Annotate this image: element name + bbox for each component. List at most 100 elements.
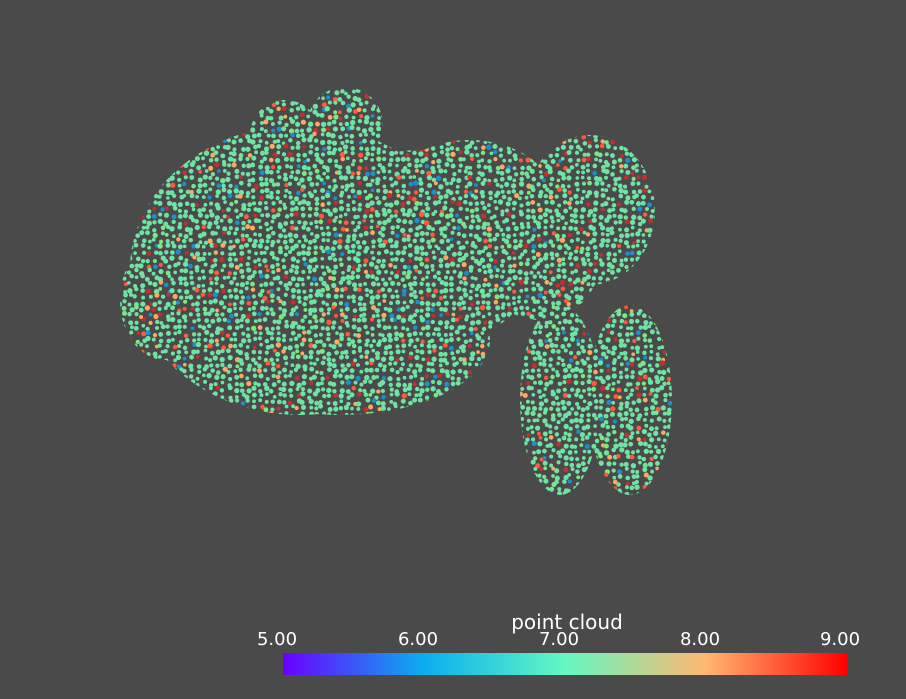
point [549,251,555,257]
point [326,332,331,337]
point [154,292,160,298]
point [158,250,163,256]
point [325,293,332,299]
point [228,425,233,431]
point [430,379,436,384]
point [669,107,672,112]
point [356,318,362,323]
point [246,300,252,306]
point [505,201,511,207]
point [514,333,519,338]
point [426,170,432,176]
point [284,404,289,409]
point [400,306,406,312]
point [282,393,287,398]
point [656,330,661,335]
point [531,249,536,254]
point [649,251,656,257]
point [390,183,395,188]
point [400,88,405,93]
point [221,187,227,193]
point [482,103,487,108]
point [536,373,542,378]
point [476,249,482,255]
point [479,392,485,397]
point [365,171,370,177]
point [252,414,257,419]
point [343,314,348,320]
point [302,144,306,149]
point [135,256,141,262]
point [287,249,293,255]
point [359,146,364,151]
point [380,225,386,232]
point [567,255,572,261]
point [163,349,168,354]
point [182,356,187,361]
point [548,144,553,149]
point [666,201,671,206]
point [270,95,275,100]
point [451,102,456,107]
point [442,417,448,423]
point [504,238,510,245]
point [275,91,281,96]
point [222,230,227,235]
point [195,195,199,199]
point [126,270,132,275]
point [382,195,387,201]
point [266,299,271,304]
point [356,107,362,113]
point [215,370,221,375]
point [535,425,541,431]
point [506,243,512,249]
point [154,419,160,425]
point [308,398,314,405]
point [653,410,659,416]
point [481,354,486,359]
point [401,121,407,127]
point [619,145,624,151]
point [319,381,324,386]
point [550,391,556,397]
point [349,125,355,131]
point [597,339,603,345]
point [508,129,512,133]
point [673,221,677,225]
point [673,131,678,136]
point [390,413,395,418]
point [549,176,555,182]
point [207,238,213,244]
point [492,350,497,355]
point [506,367,511,372]
point [543,140,549,146]
point [134,304,139,310]
point [182,193,187,198]
point [607,208,613,214]
point [548,281,553,286]
point [383,144,388,149]
point [439,231,444,236]
point [513,373,520,379]
point [628,273,634,280]
point [270,326,275,331]
point [554,233,560,239]
point [387,91,393,96]
point [319,293,324,298]
point [549,406,554,411]
point [352,308,358,313]
point [147,184,153,190]
point [121,305,127,311]
point [171,165,176,169]
point [201,231,207,237]
point [387,107,394,113]
point [263,407,269,413]
point [275,262,280,267]
point [294,405,299,411]
point [559,97,566,103]
point [568,358,574,363]
point [183,234,189,240]
point [314,400,320,406]
point [171,171,176,176]
